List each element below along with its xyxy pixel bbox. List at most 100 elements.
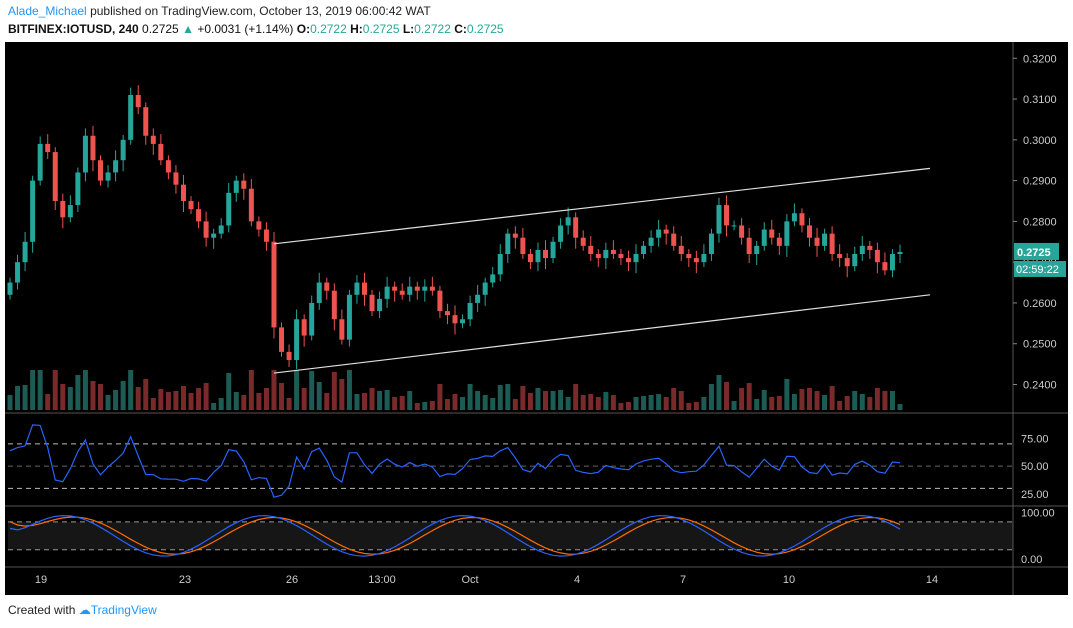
volume-bar [173, 391, 179, 410]
volume-bar [859, 394, 865, 410]
candle-body [784, 221, 790, 246]
candle-body [82, 135, 88, 173]
volume-bar [467, 384, 473, 410]
volume-bar [784, 379, 790, 410]
volume-bar [512, 399, 518, 410]
stoch-tick-label: 0.00 [1021, 554, 1042, 566]
candle-body [497, 254, 503, 275]
candle-body [150, 135, 156, 144]
candle-body [633, 254, 639, 263]
volume-bar [527, 393, 533, 410]
candle-body [331, 290, 337, 320]
candle-body [701, 254, 707, 263]
candle-body [422, 286, 428, 291]
candle-body [512, 233, 518, 238]
candle-body [791, 213, 797, 222]
candle-body [550, 241, 556, 259]
volume-bar [761, 390, 767, 410]
candle-body [663, 229, 669, 234]
last-price: 0.2725 [142, 22, 179, 36]
volume-bar [814, 391, 820, 410]
created-with-text: Created with [8, 603, 76, 617]
candle-body [671, 233, 677, 246]
publish-text: published on TradingView.com, October 13… [90, 4, 431, 18]
volume-bar [407, 391, 413, 410]
candle-body [346, 294, 352, 340]
candle-body [407, 286, 413, 295]
countdown-badge [1014, 260, 1066, 277]
rsi-tick-label: 75.00 [1021, 433, 1049, 445]
close-value: 0.2725 [466, 22, 504, 36]
volume-bar [271, 370, 277, 410]
candle-body [324, 282, 330, 291]
y-tick-label: 0.2500 [1023, 339, 1057, 351]
candle-body [392, 286, 398, 291]
author-name[interactable]: Alade_Michael [8, 4, 87, 18]
candle-body [188, 200, 194, 210]
y-tick-label: 0.2900 [1023, 176, 1057, 188]
volume-bar [580, 395, 586, 410]
volume-bar [550, 391, 556, 410]
volume-bar [15, 386, 21, 410]
volume-bar [128, 370, 134, 410]
footer: Created with ☁TradingView [8, 603, 157, 617]
candle-body [490, 274, 496, 283]
candle-body [22, 241, 28, 263]
volume-bar [588, 394, 594, 410]
volume-bar [414, 403, 420, 410]
volume-bar [7, 395, 13, 410]
candle-body [829, 233, 835, 255]
candle-body [444, 311, 450, 316]
volume-bar [618, 403, 624, 410]
volume-bar [324, 393, 330, 410]
candle-body [120, 139, 126, 161]
volume-bar [603, 392, 609, 410]
candle-body [527, 254, 533, 263]
volume-bar [739, 388, 745, 410]
candle-body [678, 245, 684, 255]
volume-bar [422, 402, 428, 410]
candle-body [180, 184, 186, 201]
last-price-text: 0.2725 [1017, 247, 1051, 259]
candle-body [859, 245, 865, 255]
volume-bar [158, 389, 164, 410]
candle-body [482, 282, 488, 295]
volume-bar [452, 394, 458, 410]
rsi-tick-label: 50.00 [1021, 461, 1049, 473]
candle-body [460, 319, 466, 324]
x-tick-label: 4 [574, 574, 580, 586]
candle-body [30, 180, 36, 242]
candle-body [173, 172, 179, 185]
candle-body [558, 225, 564, 242]
candle-body [294, 319, 300, 361]
tradingview-brand[interactable]: TradingView [90, 603, 157, 617]
volume-bar [791, 394, 797, 410]
candle-body [761, 229, 767, 246]
volume-bar [678, 391, 684, 410]
candle-body [746, 237, 752, 255]
candle-body [822, 233, 828, 246]
x-tick-label: 14 [926, 574, 938, 586]
volume-bar [263, 388, 269, 410]
candle-body [15, 262, 21, 283]
candle-body [693, 258, 699, 263]
candle-body [814, 237, 820, 246]
volume-bar [22, 385, 28, 410]
candle-body [165, 160, 171, 173]
candle-body [603, 249, 609, 259]
x-tick-label: 7 [680, 574, 686, 586]
candle-body [867, 245, 873, 250]
candle-body [467, 302, 473, 320]
price-pane[interactable] [7, 85, 931, 410]
volume-bar [52, 370, 58, 410]
up-arrow-icon: ▲ [182, 22, 194, 36]
candle-body [889, 254, 895, 271]
channel-lower-line [273, 294, 931, 374]
candle-body [158, 143, 164, 161]
candle-body [580, 237, 586, 246]
candle-body [256, 221, 262, 230]
candle-body [505, 233, 511, 255]
candle-body [588, 245, 594, 255]
volume-bar [37, 370, 43, 410]
